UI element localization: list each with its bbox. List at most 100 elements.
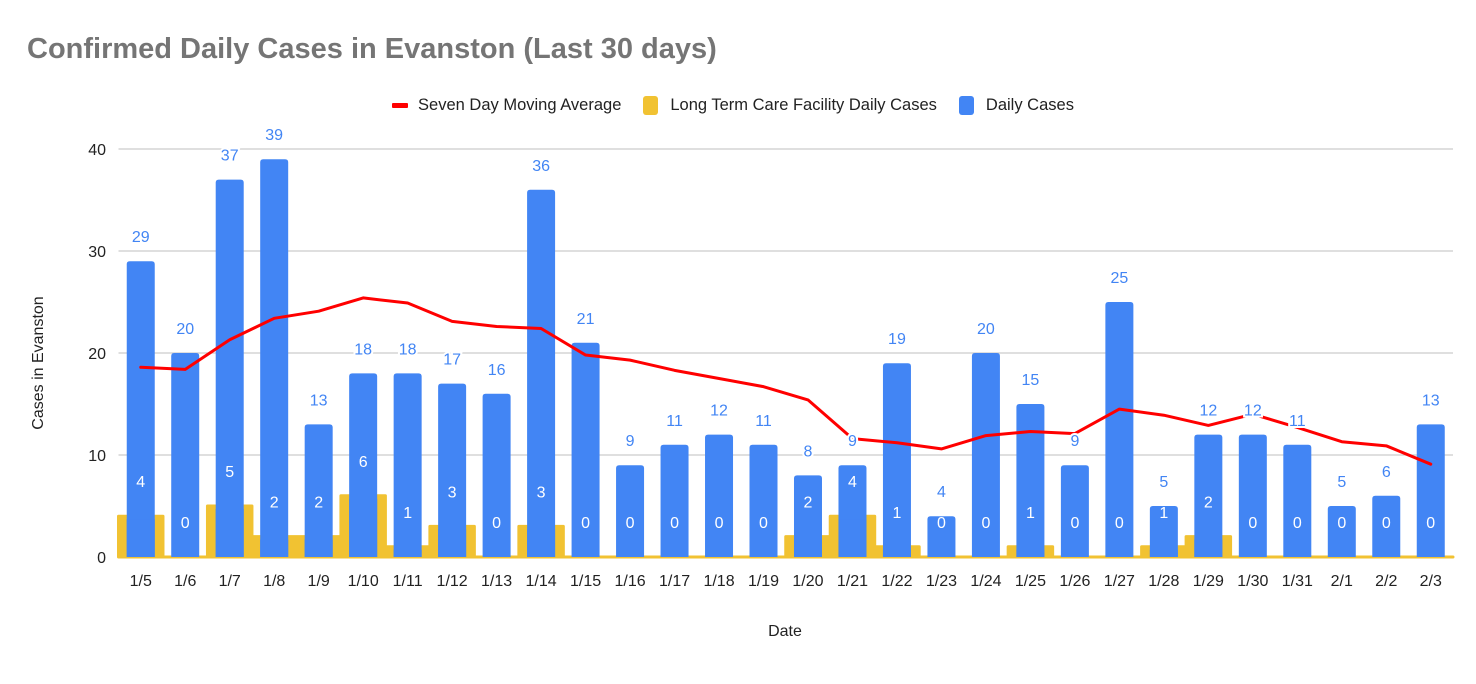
ltc-data-label: 0 (1293, 515, 1302, 532)
daily-cases-data-label: 36 (532, 158, 550, 175)
x-tick-label: 1/25 (1015, 573, 1046, 590)
daily-cases-bar (171, 353, 200, 557)
daily-cases-data-label: 13 (1422, 392, 1440, 409)
x-tick-label: 1/20 (792, 573, 823, 590)
daily-cases-data-label: 5 (1337, 474, 1346, 491)
daily-cases-data-label: 29 (132, 229, 150, 246)
ltc-data-label: 5 (225, 464, 234, 481)
daily-cases-bar (1060, 465, 1089, 557)
daily-cases-bar-ltc-overlap (882, 549, 911, 557)
x-tick-label: 1/15 (570, 573, 601, 590)
x-tick-label: 1/19 (748, 573, 779, 590)
daily-cases-data-label: 19 (888, 331, 906, 348)
ltc-data-label: 2 (1204, 495, 1213, 512)
y-axis-ticks: 0 10 20 30 40 (88, 142, 106, 567)
daily-cases-bar (1238, 434, 1267, 557)
ltc-data-label: 3 (537, 484, 546, 501)
daily-cases-data-label: 15 (1022, 372, 1040, 389)
daily-cases-data-label: 20 (977, 321, 995, 338)
daily-cases-data-label: 25 (1110, 270, 1128, 287)
x-tick-label: 2/3 (1420, 573, 1442, 590)
daily-cases-data-label: 37 (221, 148, 239, 165)
ltc-data-label: 4 (848, 474, 857, 491)
y-tick-label: 10 (88, 448, 106, 465)
ltc-data-label: 0 (1248, 515, 1257, 532)
legend-label-daily-cases: Daily Cases (985, 95, 1074, 114)
ltc-data-label: 0 (492, 515, 501, 532)
daily-cases-bar-ltc-overlap (349, 498, 378, 557)
x-tick-label: 1/30 (1237, 573, 1268, 590)
x-tick-label: 1/13 (481, 573, 512, 590)
daily-cases-data-label: 21 (577, 311, 595, 328)
daily-cases-data-label: 4 (937, 484, 946, 501)
daily-cases-bar (1194, 434, 1223, 557)
daily-cases-data-label: 6 (1382, 464, 1391, 481)
legend-swatch-ltc-cases (643, 95, 659, 115)
daily-cases-bar-ltc-overlap (527, 529, 556, 557)
x-tick-label: 1/6 (174, 573, 196, 590)
x-tick-label: 1/24 (970, 573, 1001, 590)
ltc-data-label: 0 (937, 515, 946, 532)
daily-cases-bar (616, 465, 645, 557)
daily-cases-data-label: 12 (1199, 403, 1217, 420)
daily-cases-bar (1416, 424, 1445, 557)
legend-item-daily-cases[interactable]: Daily Cases (958, 95, 1074, 115)
daily-cases-bar-ltc-overlap (1194, 539, 1223, 557)
daily-cases-data-label: 13 (310, 392, 328, 409)
ltc-data-label: 0 (1382, 515, 1391, 532)
x-tick-label: 1/22 (881, 573, 912, 590)
daily-cases-bar (482, 393, 511, 557)
moving-average-line (139, 296, 1433, 466)
legend-label-ltc-cases: Long Term Care Facility Daily Cases (670, 95, 937, 114)
x-tick-label: 1/23 (926, 573, 957, 590)
ltc-data-label: 2 (804, 495, 813, 512)
daily-cases-data-label: 39 (265, 127, 283, 144)
ltc-data-label: 0 (1426, 515, 1435, 532)
legend-item-moving-average[interactable]: Seven Day Moving Average (392, 96, 621, 115)
legend-label-moving-average: Seven Day Moving Average (418, 95, 622, 114)
daily-cases-data-label: 16 (488, 362, 506, 379)
x-tick-label: 1/7 (219, 573, 241, 590)
x-axis-ticks: 1/5 1/6 1/7 1/8 1/9 1/10 1/11 1/12 1/13 1/14 1/15 1… (130, 573, 1442, 590)
x-axis-title: Date (768, 623, 802, 640)
moving-average-line-group (139, 296, 1433, 466)
ltc-data-label: 1 (403, 505, 412, 522)
daily-cases-bar (527, 189, 556, 558)
daily-cases-data-label: 11 (755, 413, 772, 430)
daily-cases-bar (393, 373, 422, 557)
x-tick-label: 1/8 (263, 573, 285, 590)
daily-cases-bar (260, 159, 289, 557)
daily-cases-bar (927, 516, 956, 557)
daily-cases-data-label: 11 (1289, 413, 1306, 430)
ltc-data-label: 0 (1337, 515, 1346, 532)
daily-cases-data-label: 18 (354, 341, 372, 358)
daily-cases-bar (304, 424, 333, 557)
legend-item-ltc-cases[interactable]: Long Term Care Facility Daily Cases (643, 95, 937, 115)
ltc-data-label: 4 (136, 474, 145, 491)
x-tick-label: 1/10 (348, 573, 379, 590)
x-tick-label: 1/17 (659, 573, 690, 590)
ltc-data-label: 2 (270, 495, 279, 512)
x-tick-label: 1/9 (308, 573, 330, 590)
x-tick-label: 1/27 (1104, 573, 1135, 590)
daily-cases-bar (882, 363, 911, 557)
ltc-data-label: 0 (626, 515, 635, 532)
daily-cases-bar-ltc-overlap (1149, 549, 1178, 557)
daily-cases-bars (126, 159, 1445, 558)
daily-cases-bar (571, 342, 600, 557)
legend: Seven Day Moving Average Long Term Care … (0, 93, 1476, 117)
ltc-data-label: 0 (581, 515, 590, 532)
legend-swatch-moving-average (392, 102, 409, 108)
ltc-data-label: 0 (1070, 515, 1079, 532)
x-tick-label: 1/18 (703, 573, 734, 590)
x-tick-label: 1/5 (130, 573, 152, 590)
daily-cases-bar-ltc-overlap (215, 509, 244, 557)
daily-cases-bar (1372, 495, 1401, 557)
ltc-data-label: 1 (893, 505, 902, 522)
daily-cases-bar-ltc-overlap (393, 549, 422, 557)
daily-cases-bar (971, 353, 1000, 557)
ltc-data-label: 1 (1159, 505, 1168, 522)
daily-cases-bar (1016, 404, 1045, 557)
